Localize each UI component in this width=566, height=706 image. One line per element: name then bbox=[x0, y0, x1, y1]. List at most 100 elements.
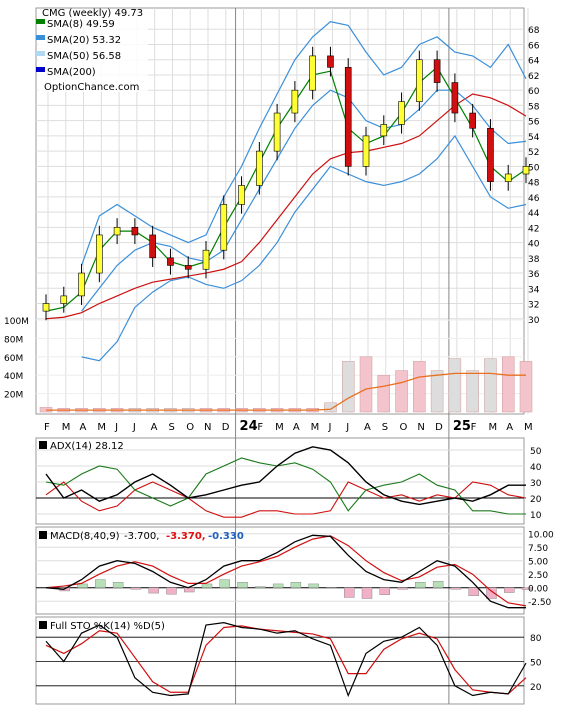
adx-tick-label: 20 bbox=[530, 495, 542, 505]
price-series bbox=[42, 20, 530, 362]
macd-tick-label: 0.00 bbox=[528, 585, 548, 595]
x-tick-label: O bbox=[400, 422, 408, 433]
macd-histogram-bar bbox=[148, 587, 159, 594]
candle-body bbox=[78, 272, 85, 297]
macd-tick-label: 10.00 bbox=[528, 531, 554, 541]
price-tick-label: 52 bbox=[528, 148, 539, 158]
watermark: OptionChance.com bbox=[44, 82, 139, 93]
volume-bar bbox=[359, 356, 373, 413]
adx-title: ADX(14) 28.12 bbox=[39, 441, 124, 452]
volume-bar bbox=[519, 361, 533, 413]
legend-label-sma200: SMA(200) bbox=[47, 67, 96, 78]
candle-body bbox=[451, 82, 459, 114]
x-tick-label: A bbox=[506, 422, 513, 433]
macd-histogram-bar bbox=[112, 582, 124, 588]
candle-body bbox=[149, 234, 156, 259]
candle-body bbox=[327, 55, 334, 68]
volume-bar bbox=[430, 370, 444, 413]
macd-signal-value: -3.370, bbox=[166, 531, 206, 542]
legend-label-sma8: SMA(8) 49.59 bbox=[47, 19, 115, 30]
adx-tick-label: 50 bbox=[530, 447, 542, 457]
x-tick-label: M bbox=[524, 422, 533, 433]
x-tick-label: F bbox=[44, 422, 50, 433]
candle-body bbox=[202, 249, 210, 270]
x-tick-label: J bbox=[132, 422, 136, 433]
price-tick-label: 42 bbox=[528, 224, 539, 234]
macd-signal-line bbox=[45, 535, 527, 607]
x-tick-label: M bbox=[275, 422, 284, 433]
volume-average-line bbox=[46, 372, 526, 411]
price-tick-label: 66 bbox=[528, 41, 540, 51]
macd-histogram-bar bbox=[468, 587, 479, 597]
x-tick-label: J bbox=[327, 422, 331, 433]
macd-histogram-bar bbox=[361, 587, 373, 599]
legend-item-sma50: SMA(50) 56.58 bbox=[36, 51, 121, 62]
macd-tick-label: 7.50 bbox=[528, 544, 548, 554]
sma8-line bbox=[45, 66, 527, 312]
candle-body bbox=[220, 204, 228, 251]
volume-tick-label: 100M bbox=[4, 317, 29, 327]
legend-item-sma20: SMA(20) 53.32 bbox=[36, 35, 121, 46]
adx-tick-label: 30 bbox=[530, 479, 542, 489]
adx-line bbox=[45, 446, 526, 506]
sto-title: Full STO %K(14) %D(5) bbox=[39, 621, 165, 632]
macd-histogram-bar bbox=[415, 582, 426, 588]
volume-bar bbox=[484, 358, 497, 413]
price-tick-label: 58 bbox=[528, 102, 540, 112]
candle-body bbox=[96, 234, 103, 274]
macd-histogram-bar bbox=[290, 582, 302, 588]
macd-histogram-bar bbox=[326, 587, 337, 589]
macd-histogram-bar bbox=[521, 587, 533, 590]
candle-body bbox=[487, 127, 494, 182]
volume-tick-label: 80M bbox=[4, 335, 23, 345]
x-tick-label: A bbox=[364, 422, 371, 433]
x-tick-label: S bbox=[168, 422, 174, 433]
macd-histogram-bar bbox=[379, 587, 390, 595]
volume-tick-label: 40M bbox=[4, 372, 23, 382]
chart-title: CMG (weekly) 49.73 bbox=[42, 8, 143, 19]
minus-di-line bbox=[45, 481, 527, 518]
candle-body bbox=[291, 89, 299, 114]
volume-bars bbox=[39, 356, 533, 413]
adx-tick-label: 10 bbox=[530, 511, 542, 521]
macd-panel-frame bbox=[35, 526, 525, 615]
volume-tick-label: 20M bbox=[4, 391, 23, 401]
legend-swatch-sma20 bbox=[36, 35, 45, 40]
candle-body bbox=[469, 112, 476, 129]
volume-bar bbox=[395, 370, 408, 413]
macd-histogram-bar bbox=[255, 586, 266, 588]
macd-histogram-bar bbox=[486, 587, 497, 599]
macd-histogram-bar bbox=[308, 583, 319, 588]
x-tick-label: O bbox=[186, 422, 194, 433]
macd-tick-label: 2.50 bbox=[528, 571, 548, 581]
adx-tick-label: 40 bbox=[530, 463, 542, 473]
macd-histogram-bar bbox=[450, 587, 462, 590]
x-tick-label: D bbox=[435, 422, 443, 433]
candle-body bbox=[433, 59, 441, 83]
macd-tick-label: -2.50 bbox=[528, 598, 552, 608]
volume-bar bbox=[448, 358, 462, 413]
legend-item-sma200: SMA(200) bbox=[36, 67, 96, 78]
candle-body bbox=[504, 173, 512, 182]
macd-value: -3.700, bbox=[124, 531, 159, 542]
macd-histogram-bar bbox=[272, 583, 284, 588]
price-legend: CMG (weekly) 49.73 SMA(8) 49.59 SMA(20) … bbox=[36, 8, 148, 93]
macd-histogram-bar bbox=[95, 579, 106, 588]
candle-body bbox=[362, 135, 370, 167]
candle-body bbox=[184, 265, 192, 270]
bollinger-lower-line bbox=[81, 134, 527, 362]
legend-swatch-sma200 bbox=[36, 67, 45, 72]
price-tick-label: 54 bbox=[528, 133, 540, 143]
price-tick-label: 44 bbox=[528, 209, 540, 219]
candle-body bbox=[398, 101, 405, 125]
candle-body bbox=[256, 150, 263, 186]
macd-line bbox=[45, 534, 526, 609]
candle-body bbox=[309, 55, 316, 91]
sto-tick-label: 80 bbox=[530, 634, 542, 644]
x-tick-label: D bbox=[222, 422, 230, 433]
sto-label: Full STO %K(14) %D(5) bbox=[50, 621, 165, 632]
candle-body bbox=[60, 295, 68, 304]
x-tick-label: 25 bbox=[453, 419, 471, 434]
legend-label-sma50: SMA(50) 56.58 bbox=[47, 51, 121, 62]
